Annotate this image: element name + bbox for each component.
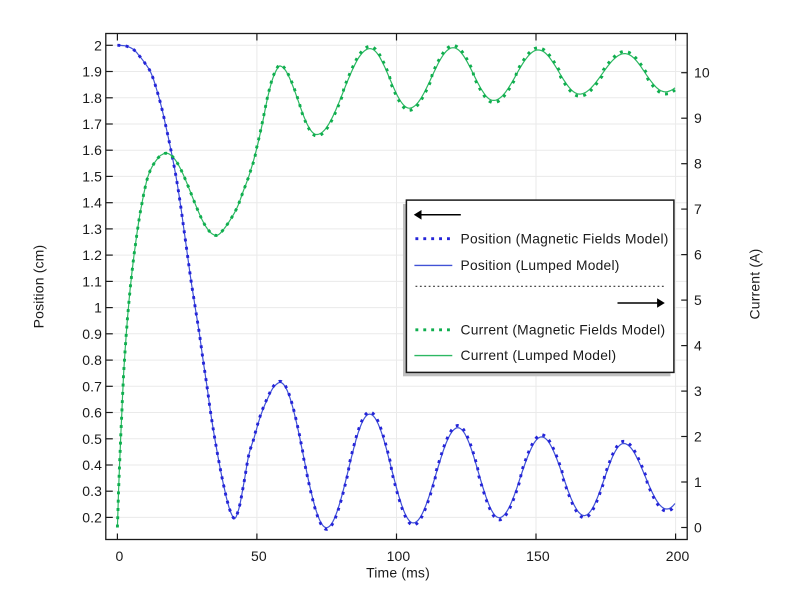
svg-text:1.4: 1.4 <box>82 195 102 211</box>
svg-text:Position (cm): Position (cm) <box>31 245 47 329</box>
svg-text:1.7: 1.7 <box>82 116 102 132</box>
svg-text:4: 4 <box>694 338 702 354</box>
svg-text:Current (Magnetic Fields Model: Current (Magnetic Fields Model) <box>461 322 666 337</box>
svg-text:6: 6 <box>694 247 702 263</box>
svg-text:0.7: 0.7 <box>82 378 102 394</box>
svg-text:Position (Magnetic Fields Mode: Position (Magnetic Fields Model) <box>461 231 669 246</box>
svg-text:1.5: 1.5 <box>82 168 102 184</box>
svg-text:1.8: 1.8 <box>82 90 102 106</box>
svg-text:1.1: 1.1 <box>82 273 102 289</box>
svg-text:0.2: 0.2 <box>82 509 102 525</box>
svg-text:1.9: 1.9 <box>82 64 102 80</box>
svg-text:2: 2 <box>94 37 102 53</box>
svg-text:0.9: 0.9 <box>82 326 102 342</box>
svg-text:1.2: 1.2 <box>82 247 102 263</box>
svg-text:Current (Lumped Model): Current (Lumped Model) <box>461 348 617 363</box>
svg-text:0.8: 0.8 <box>82 352 102 368</box>
svg-text:1.6: 1.6 <box>82 142 102 158</box>
svg-text:1.3: 1.3 <box>82 221 102 237</box>
svg-text:10: 10 <box>694 65 710 81</box>
svg-text:7: 7 <box>694 201 702 217</box>
svg-text:8: 8 <box>694 156 702 172</box>
svg-text:200: 200 <box>666 548 690 564</box>
svg-text:0: 0 <box>115 548 123 564</box>
svg-text:Current (A): Current (A) <box>747 249 763 320</box>
svg-text:50: 50 <box>251 548 267 564</box>
svg-text:5: 5 <box>694 292 702 308</box>
svg-text:100: 100 <box>387 548 411 564</box>
svg-text:3: 3 <box>694 383 702 399</box>
svg-text:9: 9 <box>694 110 702 126</box>
svg-text:1: 1 <box>94 300 102 316</box>
svg-text:0.4: 0.4 <box>82 457 102 473</box>
svg-text:2: 2 <box>694 429 702 445</box>
svg-text:0: 0 <box>694 520 702 536</box>
svg-text:Position (Lumped Model): Position (Lumped Model) <box>461 258 620 273</box>
svg-text:0.6: 0.6 <box>82 405 102 421</box>
svg-text:150: 150 <box>526 548 550 564</box>
svg-text:0.5: 0.5 <box>82 431 102 447</box>
svg-text:1: 1 <box>694 474 702 490</box>
svg-text:Time (ms): Time (ms) <box>366 565 430 581</box>
svg-text:0.3: 0.3 <box>82 483 102 499</box>
